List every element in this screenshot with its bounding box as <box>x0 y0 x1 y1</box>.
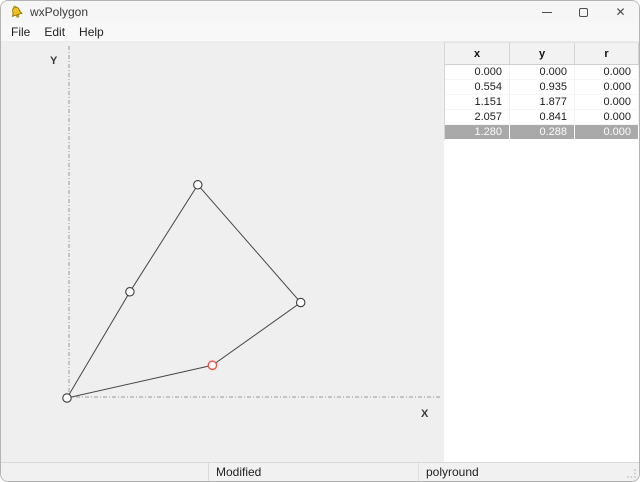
resize-grip-icon[interactable] <box>626 468 637 479</box>
table-header-r[interactable]: r <box>575 43 639 64</box>
table-cell[interactable]: 0.000 <box>575 95 639 110</box>
polygon-outline <box>65 183 302 399</box>
table-cell[interactable]: 0.000 <box>575 110 639 125</box>
app-bell-icon <box>11 5 24 18</box>
minimize-button[interactable] <box>528 1 565 23</box>
table-cell[interactable]: 0.554 <box>445 80 510 95</box>
table-cell[interactable]: 1.151 <box>445 95 510 110</box>
close-button[interactable]: ✕ <box>602 1 639 23</box>
table-row[interactable]: 1.280 0.288 0.000 <box>445 125 639 140</box>
table-row[interactable]: 2.057 0.841 0.000 <box>445 110 639 125</box>
vertex-marker[interactable] <box>295 297 306 308</box>
title-bar: wxPolygon ✕ <box>1 1 639 23</box>
points-table: x y r 0.000 0.000 0.000 0.554 0.935 0.000 1.15… <box>444 42 639 140</box>
maximize-button[interactable] <box>565 1 602 23</box>
window-controls: ✕ <box>528 1 639 23</box>
canvas-svg: YX <box>50 46 442 420</box>
table-cell[interactable]: 0.000 <box>575 80 639 95</box>
y-axis-label: Y <box>50 55 58 67</box>
table-cell[interactable]: 0.288 <box>510 125 575 140</box>
status-field-left <box>1 463 208 481</box>
table-cell[interactable]: 0.000 <box>445 65 510 80</box>
table-cell[interactable]: 1.280 <box>445 125 510 140</box>
table-body: 0.000 0.000 0.000 0.554 0.935 0.000 1.151 1.877… <box>445 65 639 140</box>
table-cell[interactable]: 0.935 <box>510 80 575 95</box>
window-title: wxPolygon <box>30 5 89 19</box>
table-cell[interactable]: 0.000 <box>510 65 575 80</box>
table-header-y[interactable]: y <box>510 43 575 64</box>
x-axis-label: X <box>421 408 429 420</box>
table-row[interactable]: 0.000 0.000 0.000 <box>445 65 639 80</box>
maximize-icon <box>579 7 588 17</box>
table-header-row: x y r <box>445 42 639 65</box>
status-field-mode: polyround <box>418 463 639 481</box>
vertex-marker[interactable] <box>125 287 135 297</box>
table-row[interactable]: 0.554 0.935 0.000 <box>445 80 639 95</box>
vertex-marker-selected[interactable] <box>207 360 218 371</box>
table-header-x[interactable]: x <box>445 43 510 64</box>
table-cell[interactable]: 1.877 <box>510 95 575 110</box>
menu-edit[interactable]: Edit <box>44 25 66 39</box>
table-cell[interactable]: 2.057 <box>445 110 510 125</box>
minimize-icon <box>541 11 552 13</box>
menu-bar: File Edit Help <box>1 23 639 42</box>
table-cell[interactable]: 0.841 <box>510 110 575 125</box>
status-field-modified: Modified <box>208 463 418 481</box>
vertex-marker[interactable] <box>193 180 203 190</box>
vertex-marker[interactable] <box>62 393 72 403</box>
status-bar: Modified polyround <box>1 462 639 481</box>
menu-help[interactable]: Help <box>79 25 104 39</box>
table-cell[interactable]: 0.000 <box>575 125 639 140</box>
table-row[interactable]: 1.151 1.877 0.000 <box>445 95 639 110</box>
menu-file[interactable]: File <box>11 25 31 39</box>
close-icon: ✕ <box>615 5 626 19</box>
points-panel: x y r 0.000 0.000 0.000 0.554 0.935 0.000 1.15… <box>444 42 639 462</box>
table-cell[interactable]: 0.000 <box>575 65 639 80</box>
